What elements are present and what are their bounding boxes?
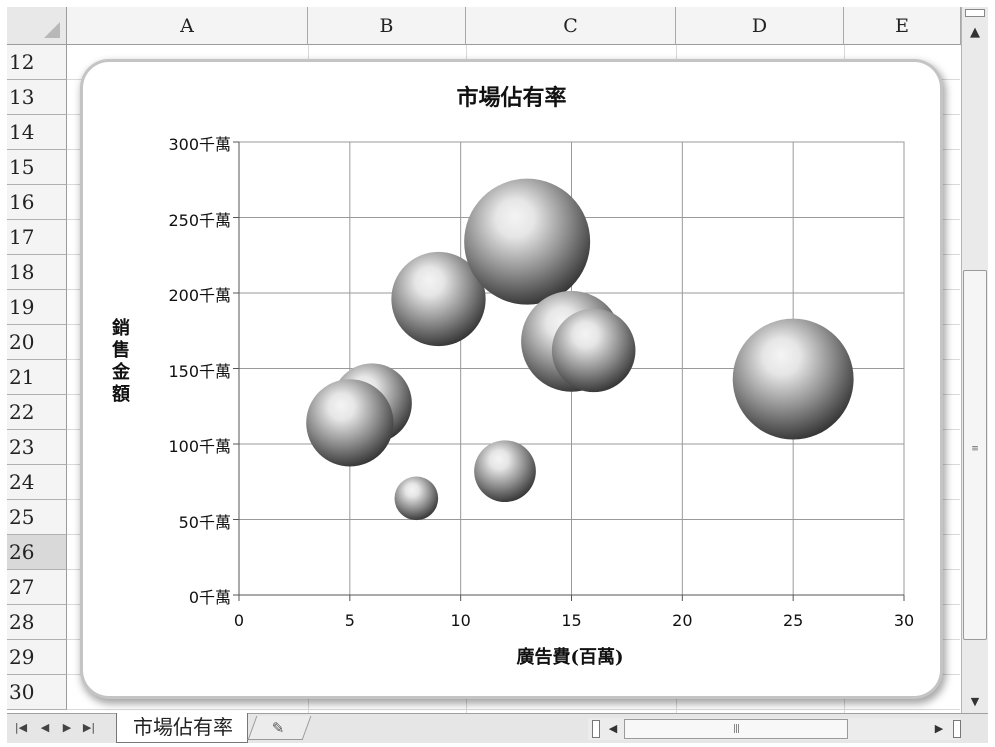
y-tick-label: 0千萬 bbox=[188, 588, 231, 607]
column-header-a[interactable]: A bbox=[67, 7, 308, 45]
bubble-2[interactable] bbox=[394, 476, 439, 521]
x-tick-label: 0 bbox=[233, 611, 245, 630]
y-axis-title[interactable]: 銷售金額 bbox=[109, 318, 133, 406]
previous-sheet-icon[interactable]: ◀ bbox=[40, 721, 50, 734]
row-header-20[interactable]: 20 bbox=[7, 325, 67, 360]
bubble-4[interactable] bbox=[474, 440, 536, 503]
scroll-left-arrow-icon[interactable]: ◀ bbox=[608, 722, 618, 735]
vertical-thumb-grip-icon: ≡ bbox=[971, 444, 979, 454]
x-tick-label: 10 bbox=[450, 611, 471, 630]
next-sheet-icon[interactable]: ▶ bbox=[62, 721, 72, 734]
select-all-triangle-icon bbox=[44, 22, 60, 38]
row-header-22[interactable]: 22 bbox=[7, 395, 67, 430]
x-tick-label: 5 bbox=[344, 611, 355, 630]
y-axis-title-char: 金 bbox=[112, 362, 130, 383]
y-axis-title-char: 額 bbox=[112, 384, 130, 405]
horizontal-thumb-grip-icon: ||| bbox=[732, 724, 740, 734]
bubble-5[interactable] bbox=[464, 178, 591, 305]
scroll-down-arrow-icon[interactable]: ▼ bbox=[970, 695, 980, 708]
row-header-21[interactable]: 21 bbox=[7, 360, 67, 395]
y-axis-title-char: 售 bbox=[112, 340, 130, 361]
sheet-tab-market-share[interactable]: 市場佔有率 bbox=[116, 713, 248, 743]
y-tick-label: 100千萬 bbox=[168, 437, 231, 456]
bubble-7[interactable] bbox=[551, 308, 636, 393]
bubble-3[interactable] bbox=[391, 251, 486, 347]
row-header-26[interactable]: 26 bbox=[7, 535, 67, 570]
row-header-29[interactable]: 29 bbox=[7, 640, 67, 675]
row-header-17[interactable]: 17 bbox=[7, 220, 67, 255]
column-header-c[interactable]: C bbox=[466, 7, 676, 45]
row-header-19[interactable]: 19 bbox=[7, 290, 67, 325]
row-header-16[interactable]: 16 bbox=[7, 185, 67, 220]
row-gridline bbox=[67, 709, 960, 710]
scroll-up-arrow-icon[interactable]: ▲ bbox=[970, 25, 980, 40]
scroll-right-arrow-icon[interactable]: ▶ bbox=[934, 722, 944, 735]
y-tick-label: 250千萬 bbox=[168, 210, 231, 230]
horizontal-right-handle[interactable] bbox=[953, 720, 961, 738]
x-tick-label: 20 bbox=[672, 611, 693, 630]
row-header-27[interactable]: 27 bbox=[7, 570, 67, 605]
horizontal-split-handle[interactable] bbox=[592, 720, 600, 738]
chart-title[interactable]: 市場佔有率 bbox=[456, 85, 567, 111]
y-tick-label: 50千萬 bbox=[178, 512, 231, 532]
row-header-25[interactable]: 25 bbox=[7, 500, 67, 535]
bubble-8[interactable] bbox=[732, 318, 854, 440]
row-header-14[interactable]: 14 bbox=[7, 115, 67, 150]
y-tick-label: 150千萬 bbox=[168, 361, 231, 381]
x-tick-label: 15 bbox=[561, 611, 582, 630]
row-header-24[interactable]: 24 bbox=[7, 465, 67, 500]
column-header-d[interactable]: D bbox=[676, 7, 844, 45]
y-tick-label: 300千萬 bbox=[168, 135, 231, 154]
first-sheet-icon[interactable]: |◀ bbox=[14, 721, 28, 734]
row-header-13[interactable]: 13 bbox=[7, 80, 67, 115]
insert-sheet-icon: ✎ bbox=[271, 719, 285, 737]
x-axis-title[interactable]: 廣告費(百萬) bbox=[516, 647, 624, 668]
row-header-12[interactable]: 12 bbox=[7, 45, 67, 80]
last-sheet-icon[interactable]: ▶| bbox=[82, 721, 96, 734]
row-header-28[interactable]: 28 bbox=[7, 605, 67, 640]
vertical-scroll-thumb[interactable] bbox=[963, 270, 987, 640]
bubble-1[interactable] bbox=[306, 379, 394, 467]
x-tick-label: 25 bbox=[782, 611, 804, 630]
horizontal-scroll-thumb[interactable] bbox=[624, 719, 848, 739]
row-header-18[interactable]: 18 bbox=[7, 255, 67, 290]
column-header-b[interactable]: B bbox=[308, 7, 466, 45]
column-header-e[interactable]: E bbox=[844, 7, 961, 45]
row-header-23[interactable]: 23 bbox=[7, 430, 67, 465]
x-tick-label: 30 bbox=[893, 611, 915, 630]
y-tick-label: 200千萬 bbox=[168, 286, 231, 305]
row-header-30[interactable]: 30 bbox=[7, 675, 67, 710]
y-axis-title-char: 銷 bbox=[112, 318, 130, 339]
row-header-15[interactable]: 15 bbox=[7, 150, 67, 185]
vertical-split-handle[interactable] bbox=[965, 9, 985, 17]
